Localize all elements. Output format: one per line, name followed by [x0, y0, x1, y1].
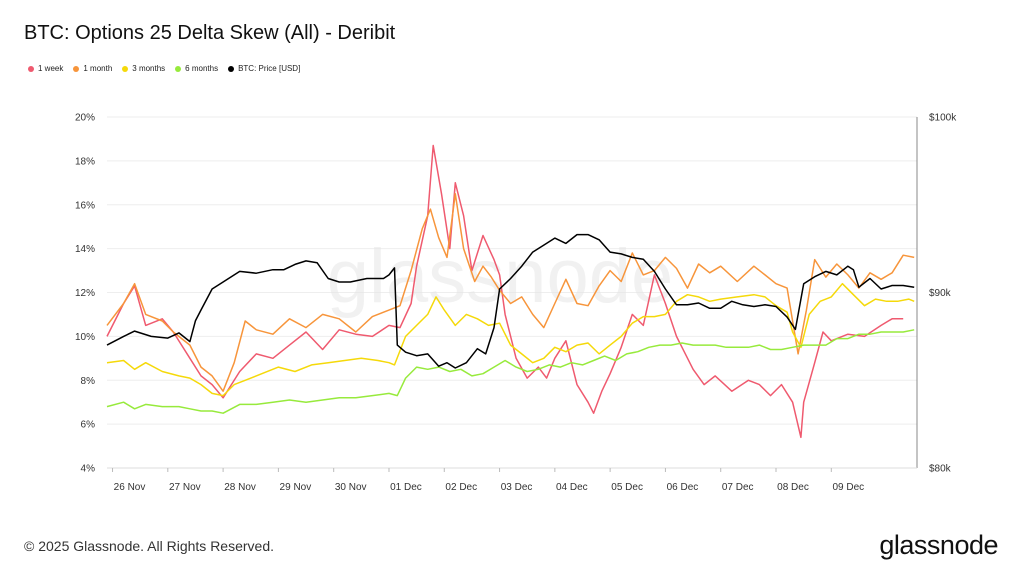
x-tick-label: 03 Dec [501, 482, 533, 493]
x-tick-label: 28 Nov [224, 482, 256, 493]
legend-swatch-1-month [73, 65, 80, 72]
legend: 1 week 1 month 3 months 6 months BTC: Pr… [28, 64, 300, 73]
legend-label-3-months: 3 months [132, 64, 166, 73]
legend-item-3-months[interactable]: 3 months [122, 64, 165, 73]
glassnode-logo[interactable]: glassnode [879, 530, 998, 560]
x-tick-label: 02 Dec [445, 482, 477, 493]
series-line-6-months [106, 329, 915, 414]
legend-swatch-6-months [175, 65, 182, 72]
y-left-tick-label: 8% [81, 376, 96, 387]
legend-swatch-btc-price [228, 65, 235, 72]
x-tick-label: 30 Nov [335, 482, 367, 493]
series-line-1-week [106, 144, 904, 439]
legend-item-1-week[interactable]: 1 week [28, 64, 63, 73]
y-left-tick-label: 12% [75, 288, 95, 299]
y-right-tick-label: $100k [929, 113, 957, 124]
legend-swatch-1-week [28, 65, 34, 72]
legend-item-btc-price[interactable]: BTC: Price [USD] [228, 64, 300, 73]
x-tick-label: 06 Dec [667, 482, 699, 493]
x-tick-label: 29 Nov [280, 482, 312, 493]
series-lines [106, 144, 915, 439]
y-left-tick-label: 10% [75, 332, 95, 343]
series-line-1-month [106, 193, 915, 392]
y-left-tick-label: 20% [75, 113, 95, 124]
y-left-tick-label: 18% [75, 156, 95, 167]
legend-label-1-month: 1 month [83, 64, 113, 73]
x-tick-label: 07 Dec [722, 482, 754, 493]
y-left-tick-label: 6% [81, 420, 96, 431]
legend-swatch-3-months [122, 65, 129, 72]
y-right-tick-label: $80k [929, 464, 952, 475]
legend-label-6-months: 6 months [185, 64, 219, 73]
x-tick-label: 08 Dec [777, 482, 809, 493]
x-tick-label: 01 Dec [390, 482, 422, 493]
x-tick-label: 04 Dec [556, 482, 588, 493]
series-line-btc-price-usd [106, 233, 915, 369]
series-line-3-months [106, 282, 915, 397]
legend-label-1-week: 1 week [38, 64, 64, 73]
legend-item-1-month[interactable]: 1 month [73, 64, 112, 73]
legend-label-btc-price: BTC: Price [USD] [238, 64, 301, 73]
chart-title: BTC: Options 25 Delta Skew (All) - Derib… [24, 22, 396, 44]
y-left-tick-label: 4% [81, 464, 96, 475]
axes: 4% 6% 8% 10% 12% 14% 16% 18% 20% $80k $90k $100k 26 … [75, 113, 957, 494]
x-tick-label: 26 Nov [114, 482, 146, 493]
y-right-tick-label: $90k [929, 288, 952, 299]
x-tick-label: 05 Dec [611, 482, 643, 493]
copyright-footer: © 2025 Glassnode. All Rights Reserved. [24, 538, 275, 554]
x-tick-label: 27 Nov [169, 482, 201, 493]
y-left-tick-label: 14% [75, 244, 95, 255]
legend-item-6-months[interactable]: 6 months [175, 64, 218, 73]
x-tick-label: 09 Dec [832, 482, 864, 493]
y-left-tick-label: 16% [75, 200, 95, 211]
